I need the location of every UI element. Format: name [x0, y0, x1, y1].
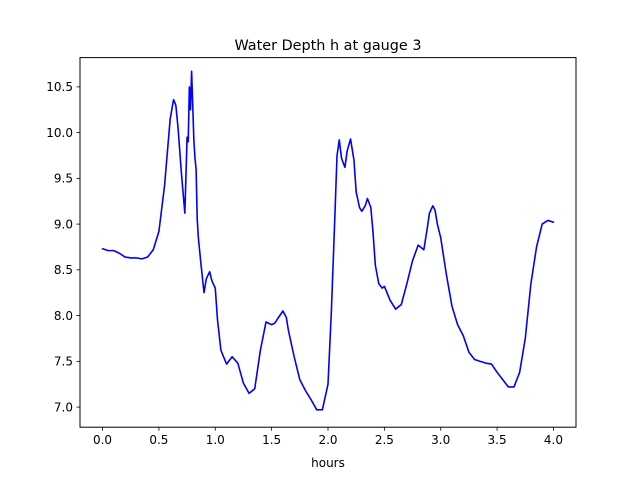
y-tick-label: 8.5 [54, 263, 73, 277]
chart-title: Water Depth h at gauge 3 [234, 38, 421, 54]
y-tick-label: 9.0 [54, 217, 73, 231]
plot-frame [79, 57, 577, 428]
axis-ticks: 0.0 0.5 1.0 1.5 2.0 2.5 3.0 3.5 4.0 7.0 7.5 8.0 8.5 9… [46, 80, 563, 447]
y-tick-label: 7.5 [54, 355, 73, 369]
x-tick-label: 3.0 [431, 433, 450, 447]
x-tick-label: 1.0 [206, 433, 225, 447]
x-tick-label: 3.5 [488, 433, 507, 447]
x-axis-label: hours [311, 456, 345, 470]
x-tick-label: 4.0 [544, 433, 563, 447]
x-tick-label: 2.5 [375, 433, 394, 447]
y-tick-label: 8.0 [54, 309, 73, 323]
y-tick-label: 10.5 [46, 80, 73, 94]
x-tick-label: 1.5 [262, 433, 281, 447]
y-tick-label: 10.0 [46, 126, 73, 140]
plot-area [101, 70, 555, 411]
x-tick-label: 0.5 [149, 433, 168, 447]
series-line [101, 70, 555, 411]
y-tick-label: 7.0 [54, 400, 73, 414]
x-tick-label: 0.0 [93, 433, 112, 447]
y-tick-label: 9.5 [54, 172, 73, 186]
x-tick-label: 2.0 [318, 433, 337, 447]
